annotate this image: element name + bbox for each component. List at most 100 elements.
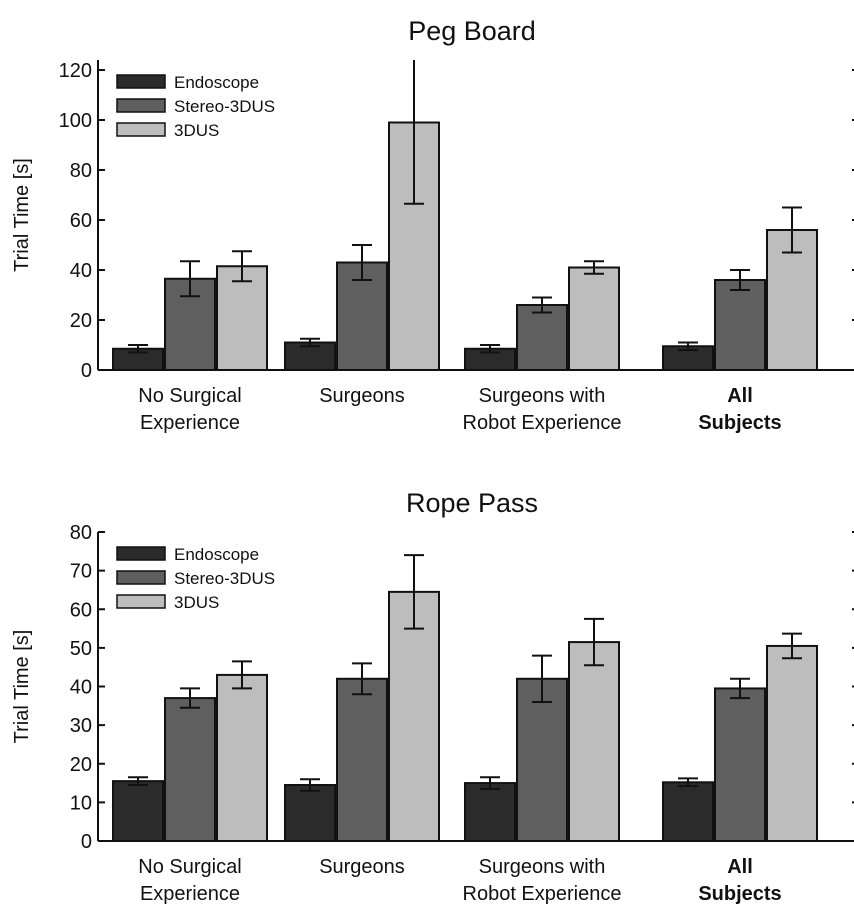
error-bar-3dus-2: [584, 617, 604, 667]
error-bar-endoscope-3: [678, 341, 698, 351]
y-axis-label: Trial Time [s]: [11, 630, 33, 744]
category-label-line: Experience: [140, 883, 240, 905]
y-tick-label: 100: [59, 110, 92, 132]
y-tick-label: 40: [70, 677, 92, 699]
y-tick-label: 80: [70, 160, 92, 182]
error-bar-3dus-0: [232, 660, 252, 690]
category-label-line: Robot Experience: [463, 412, 622, 434]
legend-swatch-3dus: [116, 122, 166, 137]
error-bar-3dus-1: [404, 554, 424, 630]
legend-swatch-3dus: [116, 594, 166, 609]
error-bar-endoscope-1: [300, 778, 320, 792]
error-bar-endoscope-0: [128, 344, 148, 354]
category-label-line: Robot Experience: [463, 883, 622, 905]
error-bar-3dus-3: [782, 206, 802, 254]
legend-label-endoscope: Endoscope: [174, 545, 259, 564]
legend-label-3dus: 3DUS: [174, 593, 219, 612]
error-bar-endoscope-3: [678, 777, 698, 788]
y-tick-label: 0: [81, 831, 92, 853]
category-label-0: No Surgical Experience: [138, 856, 241, 905]
bar-stereo-3dus-1: [336, 677, 388, 842]
chart-peg-board: Peg Board Trial Time [s] 0 20 40 60 80 100 120 No…: [11, 16, 854, 434]
legend: Endoscope Stereo-3DUS 3DUS: [116, 73, 275, 140]
category-label-line: All: [727, 385, 753, 407]
bar-stereo-3dus-2: [516, 304, 568, 371]
chart-title: Rope Pass: [406, 488, 538, 518]
category-label-line: Subjects: [698, 412, 781, 434]
bars: [112, 554, 818, 842]
category-label-1: Surgeons: [319, 856, 405, 878]
legend-swatch-stereo-3dus: [116, 570, 166, 585]
y-tick-label: 10: [70, 792, 92, 814]
error-bar-stereo-3dus-3: [730, 677, 750, 700]
bar-3dus-0: [216, 673, 268, 842]
y-tick-label: 20: [70, 310, 92, 332]
error-bar-stereo-3dus-0: [180, 260, 200, 298]
category-label-3: All Subjects: [698, 856, 781, 905]
y-tick-label: 60: [70, 599, 92, 621]
y-tick-label: 120: [59, 60, 92, 82]
bar-endoscope-0: [112, 780, 164, 842]
legend-label-stereo-3dus: Stereo-3DUS: [174, 97, 275, 116]
error-bar-endoscope-2: [480, 776, 500, 790]
chart-rope-pass: Rope Pass Trial Time [s] 0 10 20 30 40 50 60 70 80…: [11, 488, 854, 905]
y-tick-label: 50: [70, 638, 92, 660]
category-label-line: Surgeons with: [479, 856, 606, 878]
bar-endoscope-2: [464, 782, 516, 842]
legend-label-stereo-3dus: Stereo-3DUS: [174, 569, 275, 588]
error-bar-stereo-3dus-2: [532, 654, 552, 703]
error-bar-stereo-3dus-1: [352, 244, 372, 281]
bar-3dus-2: [568, 266, 620, 371]
category-label-line: Experience: [140, 412, 240, 434]
legend-label-endoscope: Endoscope: [174, 73, 259, 92]
y-tick-label: 40: [70, 260, 92, 282]
category-label-2: Surgeons with Robot Experience: [463, 856, 622, 905]
error-bar-endoscope-2: [480, 344, 500, 354]
legend-swatch-endoscope: [116, 74, 166, 89]
bar-stereo-3dus-2: [516, 677, 568, 842]
legend-label-3dus: 3DUS: [174, 121, 219, 140]
y-tick-label: 0: [81, 360, 92, 382]
error-bar-stereo-3dus-0: [180, 687, 200, 709]
error-bar-3dus-0: [232, 250, 252, 283]
bar-3dus-3: [766, 644, 818, 842]
legend-swatch-stereo-3dus: [116, 98, 166, 113]
category-label-3: All Subjects: [698, 385, 781, 434]
error-bar-endoscope-0: [128, 776, 148, 786]
error-bar-endoscope-1: [300, 337, 320, 348]
category-label-0: No Surgical Experience: [138, 385, 241, 434]
bar-endoscope-3: [662, 781, 714, 842]
category-label-line: All: [727, 856, 753, 878]
category-label-line: No Surgical: [138, 385, 241, 407]
bar-3dus-2: [568, 641, 620, 842]
error-bar-3dus-1: [404, 60, 424, 205]
category-label-line: Subjects: [698, 883, 781, 905]
legend: Endoscope Stereo-3DUS 3DUS: [116, 545, 275, 612]
category-label-line: Surgeons with: [479, 385, 606, 407]
category-label-line: Surgeons: [319, 385, 405, 407]
y-tick-label: 60: [70, 210, 92, 232]
chart-title: Peg Board: [408, 16, 536, 46]
bar-3dus-0: [216, 265, 268, 371]
category-label-1: Surgeons: [319, 385, 405, 407]
category-label-2: Surgeons with Robot Experience: [463, 385, 622, 434]
category-label-line: Surgeons: [319, 856, 405, 878]
y-tick-label: 80: [70, 522, 92, 544]
y-axis-label: Trial Time [s]: [11, 158, 33, 272]
bar-stereo-3dus-3: [714, 687, 766, 842]
bar-endoscope-1: [284, 783, 336, 842]
error-bar-3dus-3: [782, 632, 802, 660]
category-label-line: No Surgical: [138, 856, 241, 878]
error-bar-stereo-3dus-2: [532, 296, 552, 314]
error-bar-stereo-3dus-3: [730, 269, 750, 291]
legend-swatch-endoscope: [116, 546, 166, 561]
bars: [112, 60, 818, 371]
bar-stereo-3dus-0: [164, 697, 216, 842]
y-tick-label: 30: [70, 715, 92, 737]
error-bar-stereo-3dus-1: [352, 662, 372, 696]
bar-stereo-3dus-3: [714, 279, 766, 371]
y-tick-label: 20: [70, 754, 92, 776]
error-bar-3dus-2: [584, 260, 604, 275]
y-tick-label: 70: [70, 561, 92, 583]
